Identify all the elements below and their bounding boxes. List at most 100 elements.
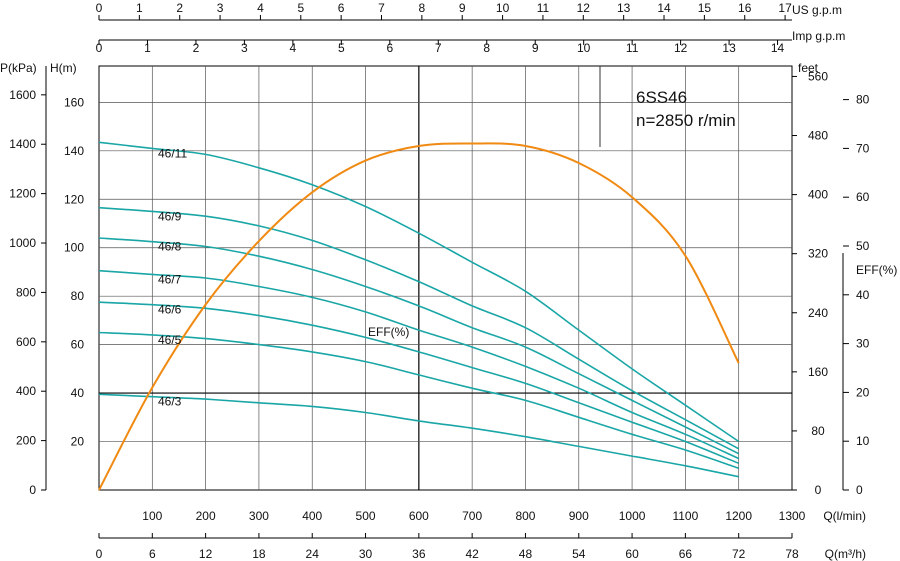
head-curve-46-3 <box>98 393 739 478</box>
x-tick-label-impgpm: 11 <box>626 41 639 55</box>
y-tick-label-eff: 80 <box>856 93 870 107</box>
series-label: 46/11 <box>158 146 187 160</box>
model-label: 6SS46 <box>636 88 687 107</box>
head-curve-46-11 <box>98 141 740 443</box>
x-tick-label-usgpm: 6 <box>338 1 345 15</box>
efficiency-curve <box>98 142 740 491</box>
x-tick-label-lmin: 700 <box>462 509 482 523</box>
x-tick-label-usgpm: 3 <box>217 1 224 15</box>
y-axis-title-pressure: P(kPa) <box>0 61 37 75</box>
y-tick-label-feet: 0 <box>815 483 822 497</box>
y-tick-label-eff: 50 <box>856 239 870 253</box>
model-info-box: 6SS46 n=2850 r/min <box>599 66 736 147</box>
x-tick-label-impgpm: 6 <box>386 41 393 55</box>
x-tick-label-usgpm: 5 <box>297 1 304 15</box>
x-tick-label-impgpm: 9 <box>532 41 539 55</box>
x-tick-label-impgpm: 5 <box>338 41 345 55</box>
y-tick-label-feet: 400 <box>808 188 828 202</box>
x-tick-label-m3h: 66 <box>679 547 693 561</box>
x-tick-label-lmin: 1300 <box>779 509 806 523</box>
y-tick-label-pressure: 1200 <box>9 187 36 201</box>
y-tick-label-head: 120 <box>64 192 84 206</box>
x-tick-label-impgpm: 4 <box>290 41 297 55</box>
x-tick-label-m3h: 78 <box>785 547 799 561</box>
x-tick-label-lmin: 900 <box>569 509 589 523</box>
x-tick-label-lmin: 100 <box>142 509 162 523</box>
y-tick-label-pressure: 0 <box>29 483 36 497</box>
head-curve-46-9 <box>98 206 740 450</box>
x-tick-label-m3h: 6 <box>149 547 156 561</box>
x-tick-label-m3h: 30 <box>359 547 373 561</box>
y-tick-label-eff: 40 <box>856 288 870 302</box>
head-curve-46-8 <box>98 237 740 455</box>
x-tick-label-m3h: 60 <box>625 547 639 561</box>
x-tick-label-impgpm: 0 <box>96 41 103 55</box>
axes-layer <box>41 15 849 539</box>
y-tick-label-feet: 560 <box>808 69 828 83</box>
y-axis-title-eff: EFF(%) <box>856 263 897 277</box>
x-tick-label-lmin: 1000 <box>619 509 646 523</box>
plot-frame <box>98 65 793 491</box>
series-label: 46/3 <box>158 395 182 409</box>
y-tick-label-pressure: 400 <box>16 384 36 398</box>
y-tick-label-head: 160 <box>64 95 84 109</box>
x-tick-label-m3h: 54 <box>572 547 586 561</box>
y-tick-label-pressure: 1000 <box>9 236 36 250</box>
x-tick-label-usgpm: 2 <box>176 1 183 15</box>
x-tick-label-usgpm: 11 <box>537 1 550 15</box>
series-label: 46/5 <box>158 333 182 347</box>
y-tick-label-head: 60 <box>71 338 85 352</box>
x-tick-label-lmin: 300 <box>249 509 269 523</box>
x-tick-label-usgpm: 17 <box>778 1 792 15</box>
x-tick-label-m3h: 18 <box>252 547 266 561</box>
y-tick-label-feet: 240 <box>808 306 828 320</box>
y-tick-label-pressure: 200 <box>16 434 36 448</box>
x-tick-label-usgpm: 8 <box>419 1 426 15</box>
x-tick-label-lmin: 400 <box>302 509 322 523</box>
y-tick-label-head: 140 <box>64 144 84 158</box>
x-tick-label-lmin: 1100 <box>672 509 698 523</box>
x-tick-label-m3h: 12 <box>199 547 213 561</box>
x-tick-label-impgpm: 3 <box>241 41 248 55</box>
y-tick-label-eff: 30 <box>856 337 870 351</box>
x-tick-label-usgpm: 15 <box>698 1 712 15</box>
y-tick-label-head: 40 <box>71 386 85 400</box>
y-tick-label-eff: 0 <box>856 483 863 497</box>
x-tick-label-usgpm: 7 <box>378 1 385 15</box>
y-tick-label-feet: 320 <box>808 247 828 261</box>
y-axis-title-head: H(m) <box>50 61 77 75</box>
labels-layer: 100 200 300 400 500 600 700 800 900 1000 1100 1200 1… <box>9 1 869 561</box>
x-axis-title-impgpm: Imp g.p.m <box>792 29 845 43</box>
x-tick-label-m3h: 72 <box>732 547 746 561</box>
y-tick-label-feet: 80 <box>811 424 825 438</box>
series-label: 46/8 <box>158 240 182 254</box>
y-tick-label-feet: 480 <box>808 129 828 143</box>
x-tick-label-impgpm: 13 <box>722 41 736 55</box>
x-tick-label-impgpm: 14 <box>771 41 785 55</box>
efficiency-curve-label: EFF(%) <box>368 325 409 339</box>
x-tick-label-impgpm: 12 <box>674 41 688 55</box>
x-tick-label-lmin: 200 <box>196 509 216 523</box>
x-tick-label-m3h: 48 <box>519 547 533 561</box>
x-tick-label-impgpm: 8 <box>483 41 490 55</box>
y-tick-label-pressure: 1400 <box>9 137 36 151</box>
x-tick-label-usgpm: 10 <box>496 1 510 15</box>
x-tick-label-usgpm: 13 <box>617 1 631 15</box>
y-tick-label-head: 20 <box>71 435 85 449</box>
x-tick-label-lmin: 1200 <box>725 509 752 523</box>
head-curve-46-6 <box>98 301 740 465</box>
x-axis-title-usgpm: US g.p.m <box>792 3 842 17</box>
x-axis-title-m3h: Q(m³/h) <box>825 547 866 561</box>
x-axis-title-lmin: Q(l/min) <box>823 509 866 523</box>
series-label: 46/9 <box>158 209 182 223</box>
x-tick-label-usgpm: 1 <box>136 1 143 15</box>
speed-label: n=2850 r/min <box>636 111 736 130</box>
y-tick-label-pressure: 800 <box>16 285 36 299</box>
y-tick-label-eff: 60 <box>856 190 870 204</box>
x-tick-label-m3h: 36 <box>412 547 426 561</box>
x-tick-label-usgpm: 12 <box>577 1 591 15</box>
x-tick-label-m3h: 42 <box>465 547 479 561</box>
head-curve-46-5 <box>98 331 739 469</box>
y-axis-title-feet: feet <box>798 61 819 75</box>
y-tick-label-eff: 20 <box>856 385 870 399</box>
